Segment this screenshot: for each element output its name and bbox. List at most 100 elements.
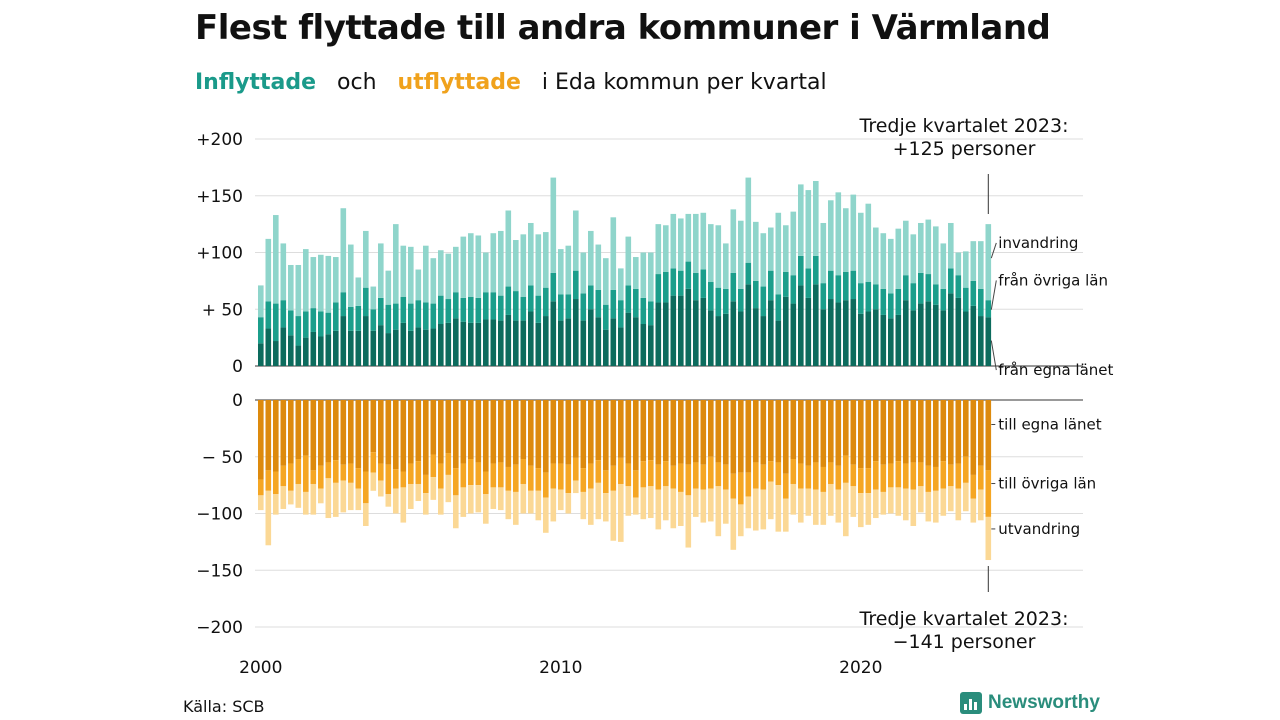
bar-in-0 <box>693 300 699 366</box>
bar-out-2 <box>805 488 812 516</box>
bar-out-0 <box>955 400 962 464</box>
bar-out-0 <box>640 400 647 462</box>
bar-in-1 <box>850 270 857 300</box>
bar-out-2 <box>468 485 474 514</box>
bar-out-0 <box>595 400 602 461</box>
bar-out-1 <box>265 470 272 491</box>
bar-out-1 <box>558 463 564 490</box>
bar-out-2 <box>700 489 707 523</box>
bar-out-0 <box>678 400 684 464</box>
bar-out-1 <box>513 464 519 492</box>
label-leader <box>990 340 997 371</box>
bar-out-2 <box>783 498 789 532</box>
bar-in-2 <box>700 212 707 270</box>
subtitle-och: och <box>337 70 377 95</box>
bar-in-1 <box>258 317 264 344</box>
bar-in-1 <box>603 304 609 330</box>
bar-out-1 <box>745 472 752 497</box>
bar-out-1 <box>888 463 894 488</box>
bar-in-1 <box>325 312 332 335</box>
bar-in-0 <box>295 345 302 366</box>
bar-out-0 <box>453 400 459 469</box>
bar-in-0 <box>550 301 557 366</box>
bar-out-2 <box>865 493 872 525</box>
bar-out-0 <box>700 400 707 465</box>
bar-in-0 <box>745 284 752 366</box>
bar-out-0 <box>708 400 714 457</box>
bar-out-2 <box>918 486 924 513</box>
bar-in-2 <box>835 192 842 276</box>
bar-out-1 <box>310 470 317 484</box>
bar-in-0 <box>895 314 902 366</box>
bar-out-1 <box>663 461 669 487</box>
bar-out-2 <box>933 490 939 523</box>
series-label-in: invandring <box>998 234 1078 252</box>
bar-in-0 <box>738 311 744 366</box>
bar-out-2 <box>445 474 452 503</box>
bar-in-1 <box>393 303 399 330</box>
bar-out-2 <box>738 504 744 537</box>
bar-out-1 <box>595 460 602 483</box>
bar-out-2 <box>565 493 572 514</box>
bar-out-0 <box>903 400 909 464</box>
bar-in-2 <box>505 210 512 287</box>
bar-in-0 <box>768 300 774 366</box>
bar-out-2 <box>603 493 609 522</box>
bar-out-2 <box>400 487 407 523</box>
bar-in-1 <box>318 311 324 337</box>
bar-in-1 <box>708 282 714 311</box>
bar-out-0 <box>475 400 482 463</box>
bar-in-1 <box>618 300 624 328</box>
bar-out-2 <box>925 491 932 522</box>
bar-in-0 <box>498 320 504 366</box>
bar-out-2 <box>753 488 759 531</box>
y-tick-label: +100 <box>196 244 243 264</box>
bar-out-0 <box>370 400 377 453</box>
bar-out-2 <box>880 491 887 515</box>
bar-in-0 <box>580 320 587 366</box>
bar-out-0 <box>310 400 317 471</box>
bar-out-2 <box>408 483 414 509</box>
bar-in-1 <box>280 300 287 328</box>
bar-out-0 <box>355 400 362 469</box>
bar-in-1 <box>745 262 752 285</box>
bar-out-2 <box>955 488 962 521</box>
bar-in-1 <box>265 301 272 329</box>
bar-out-0 <box>400 400 407 472</box>
bar-in-1 <box>910 283 917 311</box>
bar-out-2 <box>693 488 699 517</box>
bar-in-2 <box>370 286 377 310</box>
x-tick-label: 2000 <box>239 658 282 678</box>
bar-out-0 <box>430 400 437 455</box>
bar-in-0 <box>363 316 369 366</box>
bar-out-2 <box>790 483 797 515</box>
bar-in-0 <box>565 318 572 366</box>
bar-in-0 <box>888 318 894 366</box>
series-label-out: till övriga län <box>998 475 1096 493</box>
bar-out-1 <box>880 464 887 492</box>
bar-in-2 <box>633 257 639 289</box>
bar-in-0 <box>528 311 534 366</box>
bar-in-2 <box>438 250 444 296</box>
bar-in-0 <box>595 317 602 366</box>
bar-in-1 <box>400 296 407 323</box>
bar-out-2 <box>843 482 849 537</box>
bar-in-2 <box>288 264 294 311</box>
bar-out-1 <box>618 457 624 484</box>
bar-out-1 <box>273 471 279 495</box>
bar-out-0 <box>280 400 287 466</box>
bar-out-1 <box>633 470 639 498</box>
bar-out-1 <box>685 464 692 496</box>
bar-out-1 <box>325 462 332 479</box>
bar-in-0 <box>640 324 647 366</box>
bar-in-2 <box>648 252 654 302</box>
bar-in-0 <box>880 314 887 366</box>
annotation-top-line1: Tredje kvartalet 2023: <box>859 115 1069 137</box>
bar-out-1 <box>940 461 947 489</box>
bar-in-1 <box>678 270 684 296</box>
bar-in-1 <box>858 283 864 314</box>
bar-out-0 <box>423 400 429 475</box>
bar-in-1 <box>963 287 969 312</box>
bar-in-2 <box>513 240 519 292</box>
